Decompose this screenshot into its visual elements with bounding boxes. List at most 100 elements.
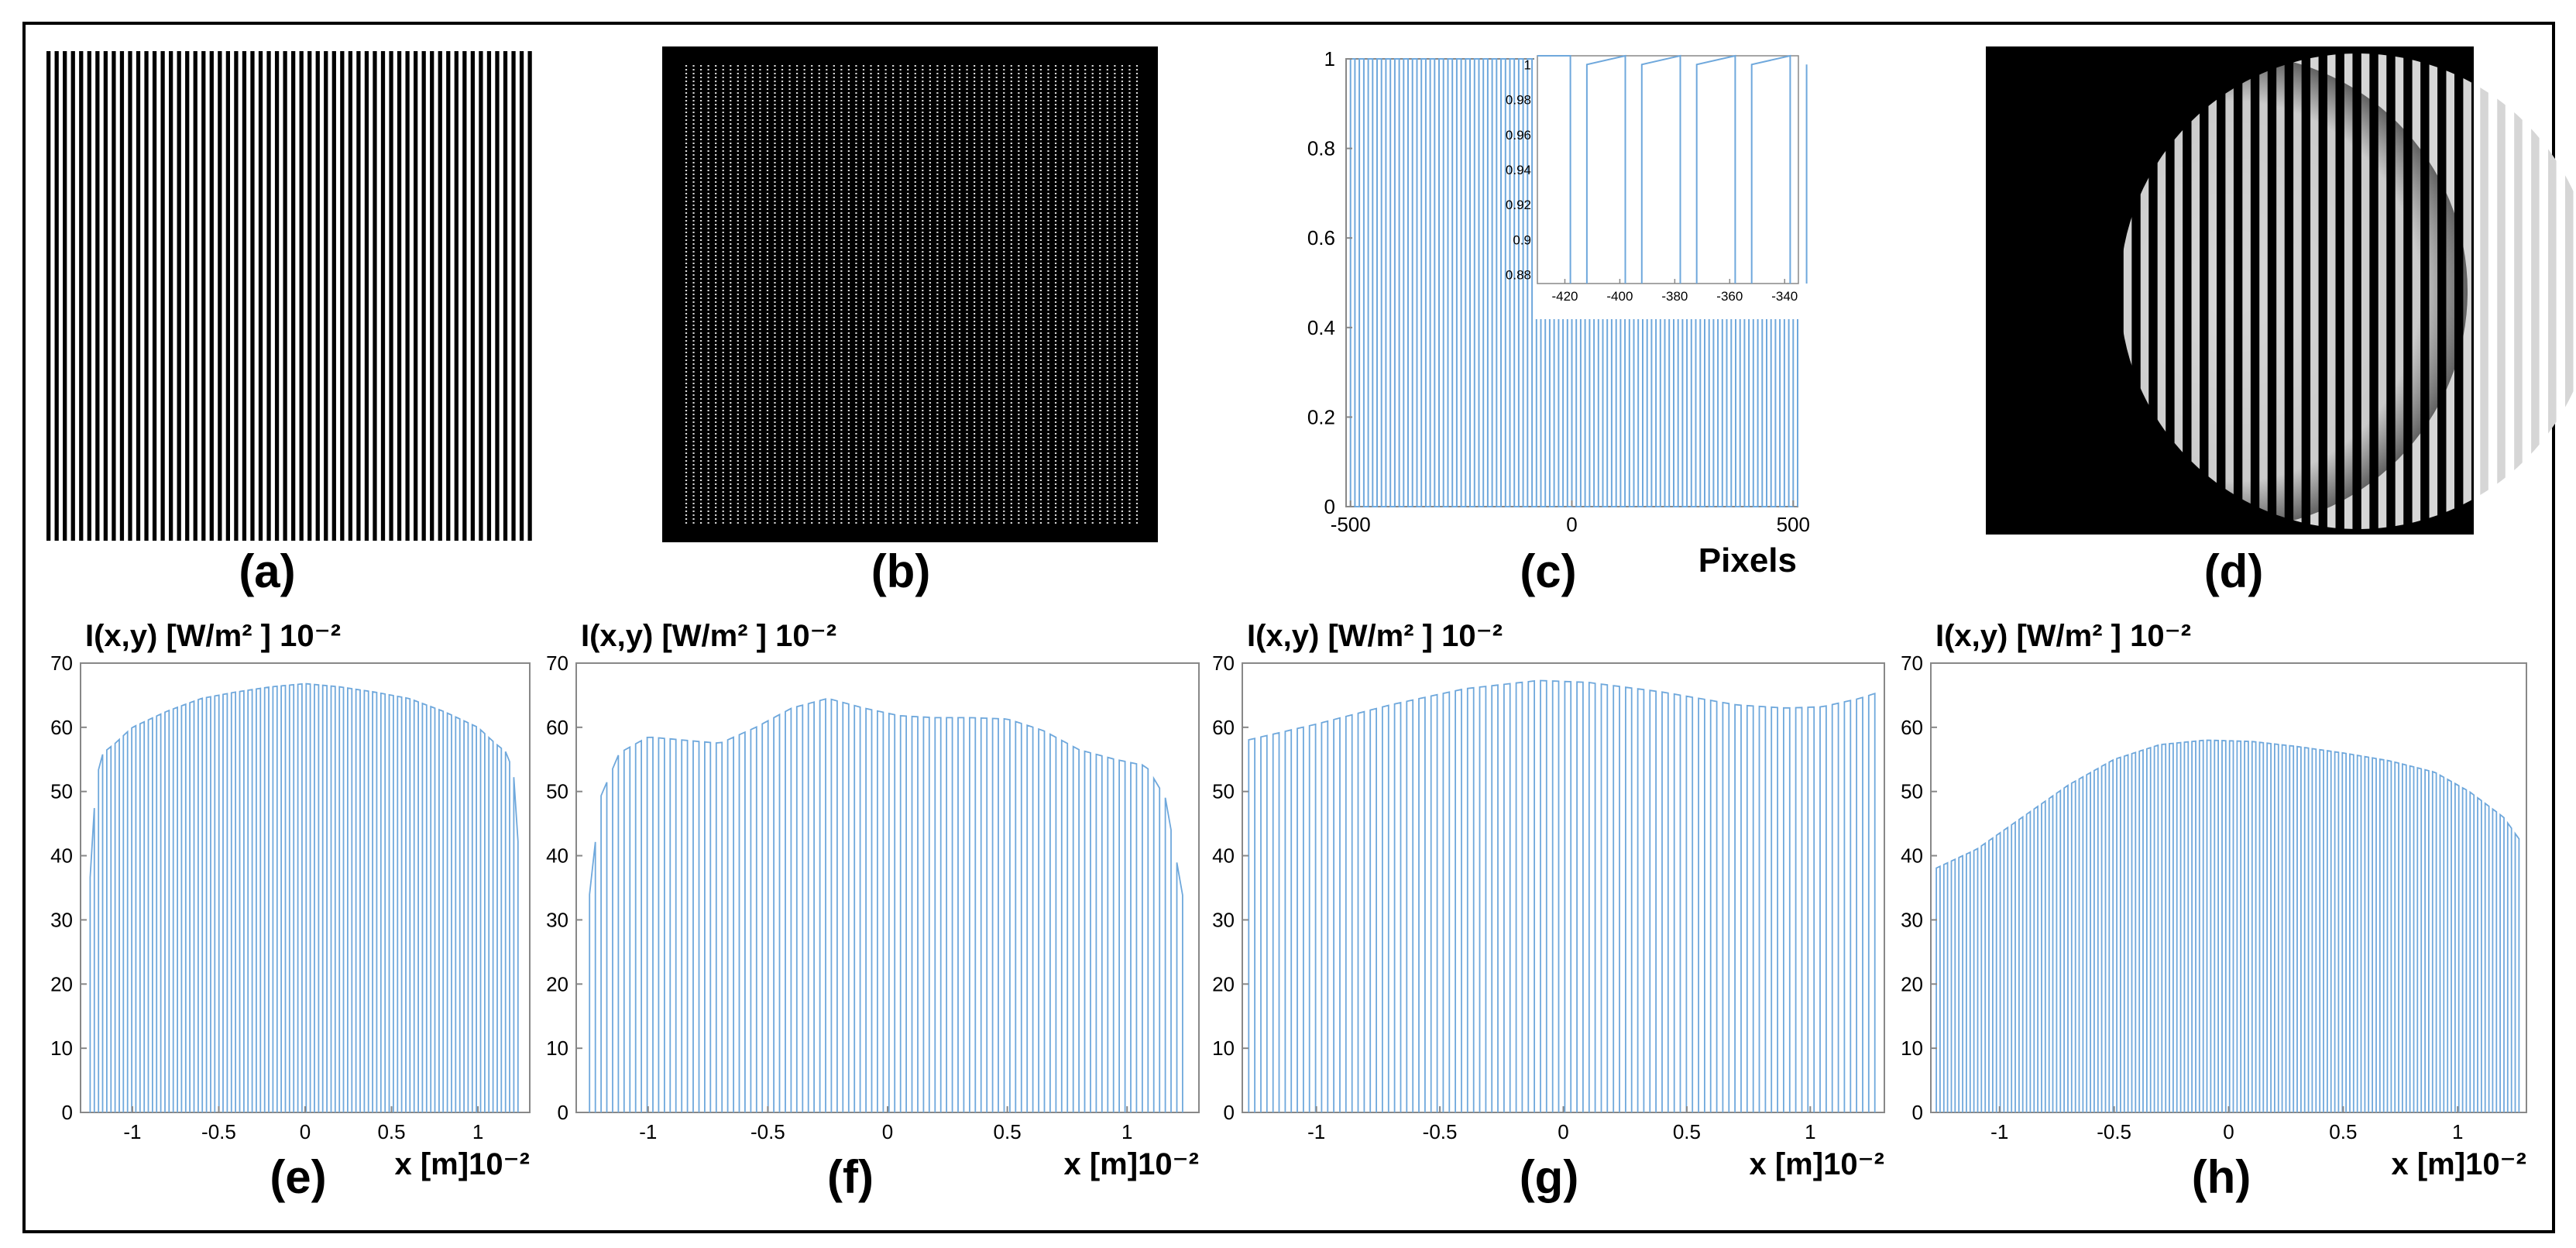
y-tick-label-e: 0 <box>62 1101 73 1124</box>
grating-stripe <box>324 51 328 541</box>
inset-y-tick-label-c: 0.94 <box>1506 163 1531 177</box>
panel-d <box>1986 46 2574 535</box>
grating-stripe <box>438 51 442 541</box>
grating-stripe <box>160 51 165 541</box>
grating-stripe <box>225 51 230 541</box>
grating-stripe <box>250 51 255 541</box>
x-tick-label-f: 0.5 <box>994 1120 1022 1143</box>
x-tick-label-h: 0 <box>2223 1120 2234 1143</box>
panel-c: 00.20.40.60.81-500 0 500Pixels0.880.90.920… <box>1307 47 1810 579</box>
grating-stripe <box>340 51 345 541</box>
x-tick-label-f: -1 <box>639 1120 657 1143</box>
grating-stripe <box>87 51 91 541</box>
y-tick-label-f: 10 <box>546 1037 568 1060</box>
grating-stripe <box>389 51 393 541</box>
x-axis-label-h: x [m]10⁻² <box>2392 1147 2527 1181</box>
y-tick-label-e: 50 <box>50 780 73 803</box>
captions: (a) (b) (c) (d) (e) (f) (g) (h) <box>239 545 2263 1203</box>
grating-stripe <box>201 51 206 541</box>
grating-stripe <box>486 51 492 541</box>
y-tick-label-g: 70 <box>1212 652 1235 675</box>
grating-stripe <box>527 51 532 541</box>
series-line-h <box>1935 739 2520 1112</box>
panel-a <box>46 51 536 541</box>
grating-stripe <box>169 51 173 541</box>
grating-stripe <box>495 51 500 541</box>
inset-y-tick-label-c: 0.92 <box>1506 198 1531 212</box>
grating-stripe <box>299 51 304 541</box>
y-tick-label-f: 0 <box>558 1101 568 1124</box>
grating-stripe <box>218 51 222 541</box>
grating-stripe <box>421 51 426 541</box>
y-tick-label-c: 0.6 <box>1307 226 1335 249</box>
x-tick-label-e: 0 <box>300 1120 311 1143</box>
series-line-f <box>589 698 1183 1112</box>
y-tick-label-h: 0 <box>1912 1101 1923 1124</box>
series-line-e <box>89 682 519 1112</box>
grating-stripe <box>283 51 287 541</box>
y-tick-label-h: 30 <box>1901 908 1923 931</box>
y-tick-label-g: 0 <box>1224 1101 1235 1124</box>
grating-stripe <box>242 51 247 541</box>
y-tick-label-f: 60 <box>546 716 568 739</box>
grating-stripe <box>70 51 75 541</box>
x-tick-label-g: 1 <box>1805 1120 1815 1143</box>
grating-stripe <box>266 51 271 541</box>
pixel-profile-plot-c: 00.20.40.60.81-500 0 500Pixels0.880.90.920… <box>1307 47 1810 579</box>
y-tick-label-e: 10 <box>50 1037 73 1060</box>
x-tick-label-g: -1 <box>1307 1120 1325 1143</box>
grating-stripe <box>414 51 418 541</box>
intensity-profile-h: 0 10 20 30 40 50 60 70 -1 -0.5 0 0.5 1 I(x,y) [W/m² ]… <box>1901 619 2527 1181</box>
caption-a: (a) <box>239 545 295 597</box>
grating-stripe <box>274 51 280 541</box>
grating-stripe <box>103 51 108 541</box>
x-axis-label-g: x [m]10⁻² <box>1750 1147 1885 1181</box>
y-tick-label-c: 0.8 <box>1307 137 1335 160</box>
grating-stripe <box>470 51 475 541</box>
y-tick-label-e: 60 <box>50 716 73 739</box>
dotted-grating-columns-b <box>685 65 1139 524</box>
y-axis-label-g: I(x,y) [W/m² ] 10⁻² <box>1247 619 1503 653</box>
y-tick-label-h: 70 <box>1901 652 1923 675</box>
inset-y-tick-label-c: 0.9 <box>1513 232 1531 247</box>
inset-x-tick-label-c: -340 <box>1771 289 1798 304</box>
x-tick-label-e: 1 <box>472 1120 483 1143</box>
inset-x-tick-label-c: -420 <box>1551 289 1578 304</box>
y-tick-label-g: 20 <box>1212 972 1235 995</box>
grating-stripe <box>119 51 125 541</box>
inset-y-tick-label-c: 0.88 <box>1506 268 1531 283</box>
inset-background-c <box>1534 51 1802 319</box>
panel-b <box>662 46 1158 542</box>
y-tick-label-h: 50 <box>1901 780 1923 803</box>
y-tick-label-e: 70 <box>50 652 73 675</box>
figure-frame <box>22 22 2555 1233</box>
x-tick-label-f: 0 <box>882 1120 893 1143</box>
grating-stripe <box>503 51 508 541</box>
x-tick-label-e: 0.5 <box>377 1120 405 1143</box>
grating-stripe <box>95 51 100 541</box>
y-tick-label-f: 20 <box>546 972 568 995</box>
grating-stripe <box>46 51 51 541</box>
grating-stripe <box>519 51 524 541</box>
y-tick-label-h: 10 <box>1901 1037 1923 1060</box>
grating-stripe <box>177 51 181 541</box>
x-axis-label-e: x [m]10⁻² <box>395 1147 531 1181</box>
dotted-grating-image-b <box>662 46 1158 542</box>
grating-stripe <box>185 51 190 541</box>
grating-stripe <box>258 51 263 541</box>
x-tick-label-e: -0.5 <box>201 1120 236 1143</box>
aperture-vignette-d <box>1992 53 2468 529</box>
y-tick-label-h: 20 <box>1901 972 1923 995</box>
x-tick-label-c: 500 <box>1777 513 1810 536</box>
grating-stripe <box>462 51 467 541</box>
y-tick-label-g: 30 <box>1212 908 1235 931</box>
inset-x-tick-label-c: -400 <box>1606 289 1633 304</box>
y-tick-label-e: 30 <box>50 908 73 931</box>
grating-stripe <box>405 51 410 541</box>
x-tick-label-g: -0.5 <box>1423 1120 1458 1143</box>
fringe-stripe <box>2564 53 2574 529</box>
grating-stripes-a <box>46 51 532 541</box>
grating-stripe <box>446 51 451 541</box>
y-tick-label-h: 40 <box>1901 844 1923 868</box>
y-tick-label-f: 50 <box>546 780 568 803</box>
